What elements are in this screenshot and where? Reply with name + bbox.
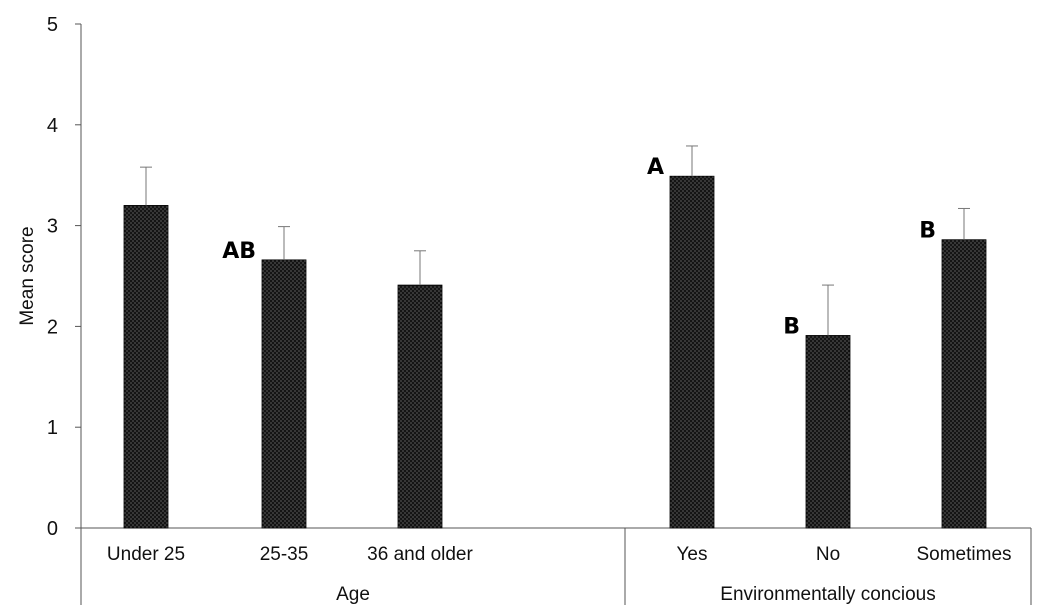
significance-letter: B <box>919 219 936 244</box>
bar <box>941 239 987 529</box>
y-axis-label: Mean score <box>17 226 38 325</box>
x-tick-label: Yes <box>677 544 708 565</box>
x-tick-label: Under 25 <box>107 544 185 565</box>
y-tick-label: 0 <box>47 518 58 540</box>
y-tick-label: 3 <box>47 216 58 238</box>
axes <box>75 23 1032 605</box>
significance-letter: AB <box>222 239 256 264</box>
y-tick-label: 5 <box>47 14 58 36</box>
x-tick-label: Sometimes <box>916 544 1011 565</box>
y-tick-label: 1 <box>47 417 58 439</box>
y-tick-label: 4 <box>47 115 58 137</box>
significance-letter: B <box>783 314 800 339</box>
group-label: Environmentally concious <box>720 584 935 605</box>
bar <box>261 259 307 529</box>
significance-letter: A <box>647 155 664 180</box>
x-tick-label: 36 and older <box>367 544 473 565</box>
bar <box>397 284 443 529</box>
y-tick-label: 2 <box>47 316 58 338</box>
bar <box>669 175 715 529</box>
bar <box>805 335 851 529</box>
x-tick-label: 25-35 <box>260 544 309 565</box>
group-label: Age <box>336 584 370 605</box>
bars <box>123 145 987 529</box>
bar <box>123 205 169 529</box>
x-tick-label: No <box>816 544 840 565</box>
